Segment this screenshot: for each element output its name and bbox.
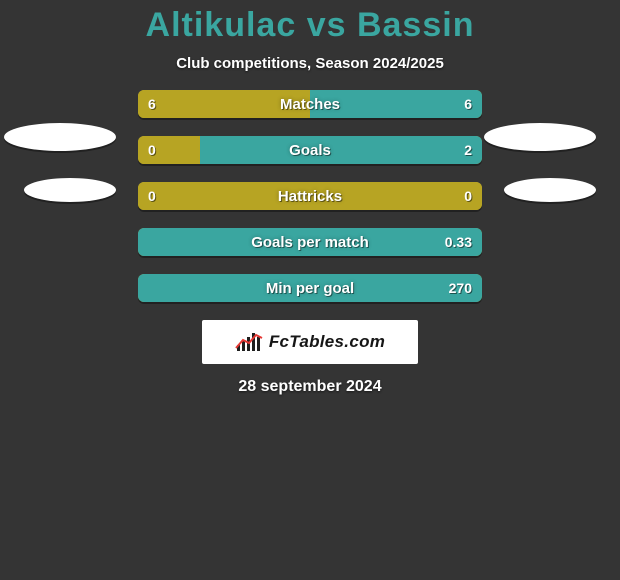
stat-row: Matches66 <box>138 90 482 118</box>
subtitle: Club competitions, Season 2024/2025 <box>0 55 620 72</box>
stat-bar-left <box>138 182 482 210</box>
brand-box: FcTables.com <box>202 320 418 364</box>
stat-row: Min per goal270 <box>138 274 482 302</box>
stat-row: Hattricks00 <box>138 182 482 210</box>
stat-bar-track <box>138 90 482 118</box>
title-vs: vs <box>307 6 347 44</box>
comparison-card: Altikulac vs Bassin Club competitions, S… <box>0 0 620 580</box>
team-badge <box>484 123 596 151</box>
stat-bar-right <box>310 90 482 118</box>
stat-bar-left <box>138 136 200 164</box>
stat-row: Goals per match0.33 <box>138 228 482 256</box>
stat-row: Goals02 <box>138 136 482 164</box>
page-title: Altikulac vs Bassin <box>0 0 620 45</box>
stat-bar-track <box>138 274 482 302</box>
stat-bar-track <box>138 228 482 256</box>
bar-chart-icon <box>235 331 263 353</box>
title-player-left: Altikulac <box>146 6 297 44</box>
team-badge <box>4 123 116 151</box>
date-label: 28 september 2024 <box>0 378 620 396</box>
title-player-right: Bassin <box>357 6 475 44</box>
team-badge <box>504 178 596 202</box>
stat-bar-left <box>138 90 310 118</box>
brand-text: FcTables.com <box>269 332 385 352</box>
stat-bar-right <box>138 228 482 256</box>
stat-bar-right <box>200 136 482 164</box>
stat-bar-track <box>138 182 482 210</box>
stat-rows: Matches66 Goals02 Hattricks00 Goals per mat… <box>138 90 482 302</box>
stat-bar-right <box>138 274 482 302</box>
stat-bar-track <box>138 136 482 164</box>
team-badge <box>24 178 116 202</box>
